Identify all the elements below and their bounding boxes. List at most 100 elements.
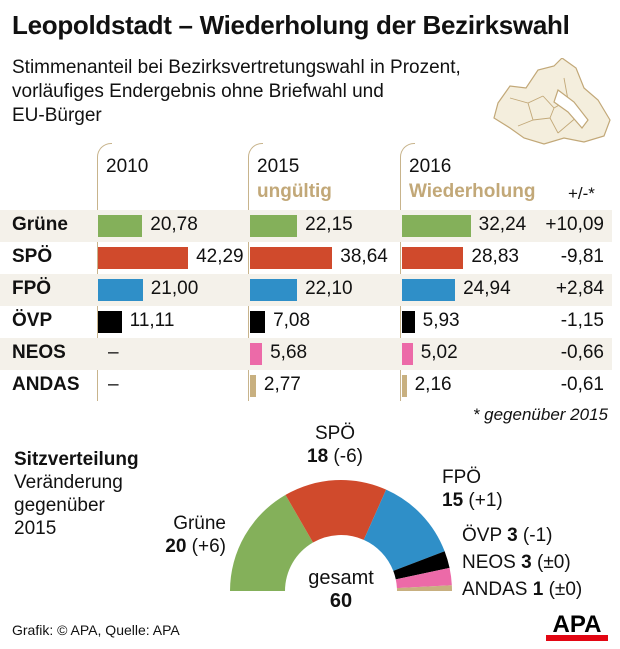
value-2010: 21,00 — [150, 278, 199, 299]
change-value: -0,61 — [560, 374, 604, 395]
seat-label: SPÖ 18 (-6) — [280, 422, 390, 468]
column-note-2015: ungültig — [257, 181, 332, 202]
table-row: ANDAS – 2,77 2,16 -0,61 — [0, 370, 612, 402]
bar-2016 — [402, 311, 415, 333]
bar-2010 — [98, 215, 143, 237]
value-2010: – — [108, 374, 119, 395]
bar-2015 — [250, 279, 298, 301]
value-2016: 32,24 — [478, 214, 527, 235]
seat-change: (±0) — [548, 579, 583, 600]
change-header: +/-* — [568, 184, 595, 203]
column-divider — [400, 143, 415, 401]
value-2015: 5,68 — [270, 342, 308, 363]
value-2010: 20,78 — [150, 214, 198, 235]
apa-logo: APA — [546, 612, 608, 641]
bar-2010 — [98, 279, 143, 301]
bar-2016 — [402, 215, 471, 237]
svg-text:APA: APA — [553, 612, 602, 638]
seat-label: ANDAS 1 (±0) — [462, 578, 582, 601]
column-note-2016: Wiederholung — [409, 181, 536, 202]
seat-party: NEOS — [462, 552, 516, 573]
seat-slice-2 — [363, 489, 445, 571]
seat-change: (-6) — [333, 446, 363, 467]
seat-party: FPÖ — [442, 467, 482, 488]
seat-count: 18 — [307, 446, 329, 467]
value-2016: 28,83 — [471, 246, 519, 267]
subtitle-line: Stimmenanteil bei Bezirksvertretungswahl… — [12, 57, 461, 78]
seat-slice-3 — [393, 551, 450, 580]
seat-title: Sitzverteilung — [14, 449, 139, 470]
value-2015: 22,15 — [305, 214, 353, 235]
seat-subtitle-line: 2015 — [14, 518, 57, 539]
party-name: FPÖ — [12, 278, 52, 299]
value-2016: 2,16 — [414, 374, 452, 395]
change-value: -9,81 — [560, 246, 604, 267]
seat-change: (-1) — [522, 525, 553, 546]
table-row: SPÖ 42,29 38,64 28,83 -9,81 — [0, 242, 612, 274]
bar-2015 — [250, 343, 263, 365]
seat-label: Grüne 20 (+6) — [130, 512, 226, 558]
seat-party: Grüne — [173, 513, 226, 534]
seat-change: (±0) — [537, 552, 571, 573]
column-divider — [97, 143, 112, 401]
footnote: * gegenüber 2015 — [472, 405, 608, 424]
value-2016: 24,94 — [463, 278, 511, 299]
bar-2015 — [250, 247, 333, 269]
seat-label: FPÖ 15 (+1) — [442, 466, 503, 512]
bar-2016 — [402, 343, 413, 365]
column-divider — [248, 143, 263, 401]
value-2016: 5,02 — [420, 342, 458, 363]
seat-count: 15 — [442, 490, 464, 511]
value-2015: 38,64 — [340, 246, 388, 267]
value-2015: 7,08 — [273, 310, 311, 331]
bar-2016 — [402, 375, 407, 397]
table-row: Grüne 20,78 22,15 32,24 +10,09 — [0, 210, 612, 242]
value-2010: 11,11 — [129, 310, 175, 331]
seat-slice-1 — [285, 479, 387, 543]
seat-party: ANDAS — [462, 579, 528, 600]
seat-party: SPÖ — [314, 423, 356, 444]
value-2015: 22,10 — [305, 278, 353, 299]
change-value: +2,84 — [555, 278, 604, 299]
vienna-map-icon — [493, 58, 611, 145]
party-name: ÖVP — [12, 310, 53, 331]
column-header-2016: 2016 — [409, 156, 452, 177]
change-value: -1,15 — [560, 310, 604, 331]
title: Leopoldstadt – Wiederholung der Bezirksw… — [12, 10, 570, 40]
party-name: SPÖ — [12, 246, 53, 267]
seat-slice-4 — [395, 567, 452, 589]
total-label: gesamt — [308, 567, 374, 589]
seat-party: ÖVP — [462, 525, 502, 546]
table-row: ÖVP 11,11 7,08 5,93 -1,15 — [0, 306, 612, 338]
bar-2016 — [402, 279, 456, 301]
subtitle: Stimmenanteil bei Bezirksvertretungswahl… — [12, 56, 502, 128]
bar-2015 — [250, 375, 256, 397]
column-header-2010: 2010 — [106, 156, 149, 177]
change-value: -0,66 — [560, 342, 604, 363]
bar-2016 — [402, 247, 464, 269]
bar-2015 — [250, 215, 298, 237]
seat-slice-0 — [230, 494, 313, 591]
seat-count: 3 — [507, 525, 518, 546]
total-value: 60 — [329, 590, 353, 612]
seat-count: 3 — [521, 552, 532, 573]
value-2010: 42,29 — [196, 246, 244, 267]
seat-subtitle-line: gegenüber — [14, 495, 105, 516]
seat-label: ÖVP 3 (-1) — [462, 524, 552, 547]
value-2010: – — [108, 342, 119, 363]
party-name: NEOS — [12, 342, 66, 363]
table-row: FPÖ 21,00 22,10 24,94 +2,84 — [0, 274, 612, 306]
bar-2010 — [98, 311, 122, 333]
seat-count: 20 — [165, 536, 187, 557]
seat-subtitle: Veränderung gegenüber 2015 — [14, 471, 123, 540]
value-2016: 5,93 — [422, 310, 460, 331]
seat-change: (+1) — [468, 490, 503, 511]
value-2015: 2,77 — [263, 374, 301, 395]
seat-count: 1 — [532, 579, 544, 600]
bar-2015 — [250, 311, 266, 333]
column-header-2015: 2015 — [257, 156, 300, 177]
seat-change: (+6) — [191, 536, 226, 557]
seat-label: NEOS 3 (±0) — [462, 551, 571, 574]
